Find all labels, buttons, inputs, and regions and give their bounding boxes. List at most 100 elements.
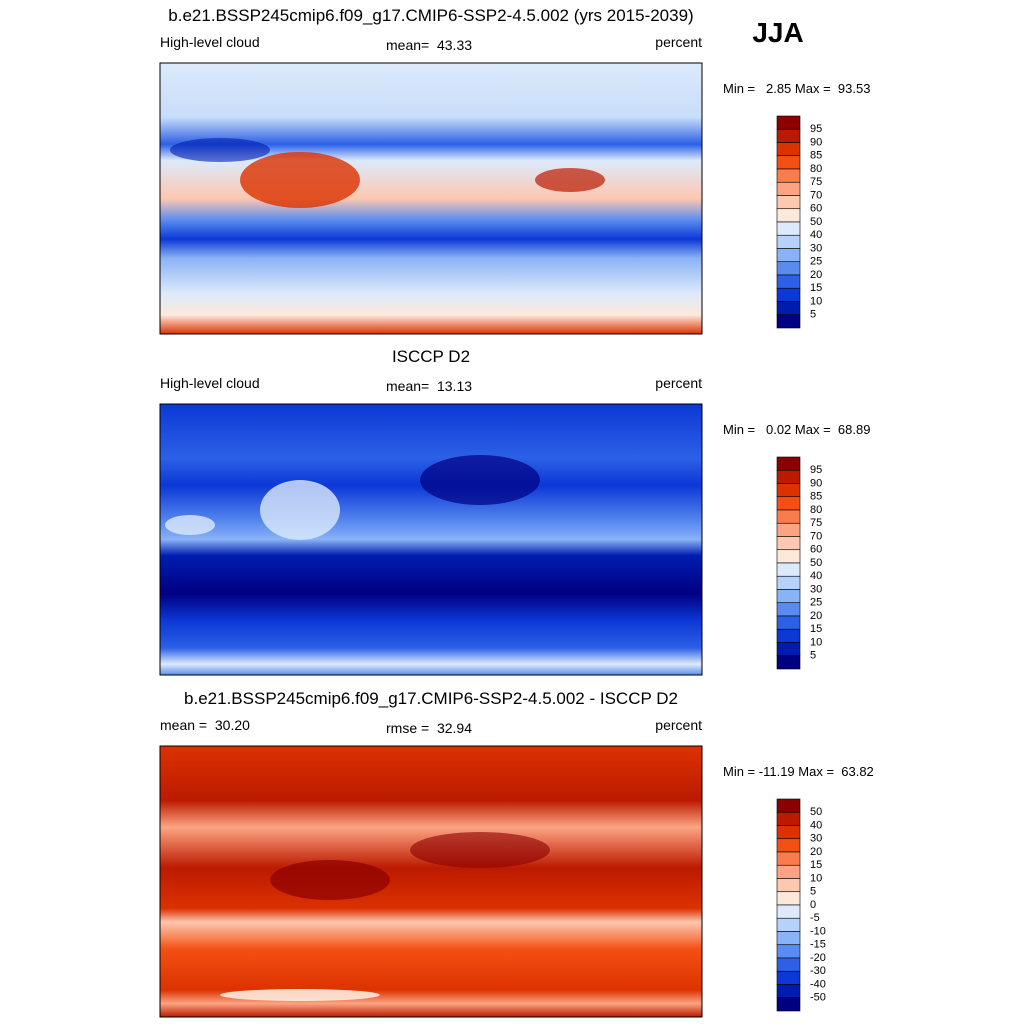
colorbar-label: 85 (810, 150, 822, 162)
map-feature (410, 832, 550, 868)
colorbar-label: 30 (810, 583, 822, 595)
colorbar-box (776, 904, 801, 919)
colorbar-box (776, 628, 801, 643)
colorbar-box (776, 825, 801, 840)
colorbar-box (776, 984, 801, 999)
colorbar-box (776, 655, 801, 670)
map-feature (165, 515, 215, 535)
colorbar-box (776, 798, 801, 813)
map-feature (270, 860, 390, 900)
colorbar-label: 50 (810, 557, 822, 569)
colorbar-box (776, 602, 801, 617)
colorbar-box (776, 287, 801, 302)
colorbar-label: 40 (810, 570, 822, 582)
panel-center-label: mean= 43.33 (386, 37, 472, 53)
map-feature (535, 168, 605, 192)
map-panel (159, 403, 703, 676)
colorbar-label: -20 (810, 952, 826, 964)
colorbar-box (776, 221, 801, 236)
colorbar-box (776, 314, 801, 329)
colorbar-label: 60 (810, 203, 822, 215)
colorbar-label: 95 (810, 464, 822, 476)
colorbar-label: 5 (810, 886, 816, 898)
colorbar-label: 15 (810, 282, 822, 294)
colorbar-box (776, 970, 801, 985)
colorbar-label: 90 (810, 477, 822, 489)
map-feature (170, 138, 270, 162)
map-feature (260, 480, 340, 540)
colorbar-box (776, 142, 801, 157)
map-panel (159, 745, 703, 1018)
min-max: Min = 0.02 Max = 68.89 (723, 422, 870, 437)
panel-units: percent (655, 34, 702, 50)
colorbar-label: 10 (810, 872, 822, 884)
colorbar-label: 30 (810, 833, 822, 845)
colorbar-box (776, 509, 801, 524)
colorbar-label: 60 (810, 544, 822, 556)
colorbar-label: 40 (810, 819, 822, 831)
colorbar-box (776, 536, 801, 551)
colorbar-label: 70 (810, 530, 822, 542)
colorbar-box (776, 864, 801, 879)
colorbar-box (776, 589, 801, 604)
panel-center-label: mean= 13.13 (386, 378, 472, 394)
panel-left-label: High-level cloud (160, 34, 260, 50)
colorbar-box (776, 195, 801, 210)
colorbar-label: 25 (810, 256, 822, 268)
colorbar-box (776, 155, 801, 170)
colorbar-label: 75 (810, 517, 822, 529)
colorbar-label: 25 (810, 597, 822, 609)
colorbar-label: -30 (810, 965, 826, 977)
panel-title: ISCCP D2 (392, 347, 470, 366)
panel-center-label: rmse = 32.94 (386, 720, 472, 736)
colorbar-box (776, 838, 801, 853)
colorbar-box (776, 878, 801, 893)
map-feature (240, 152, 360, 208)
colorbar-box (776, 234, 801, 249)
colorbar-box (776, 642, 801, 657)
colorbar-box (776, 811, 801, 826)
colorbar-box (776, 181, 801, 196)
colorbar-label: 50 (810, 806, 822, 818)
colorbar-label: 5 (810, 309, 816, 321)
colorbar-label: 70 (810, 189, 822, 201)
colorbar-label: -40 (810, 978, 826, 990)
colorbar-box (776, 931, 801, 946)
colorbar-label: 10 (810, 295, 822, 307)
colorbar-box (776, 301, 801, 316)
colorbar-box (776, 261, 801, 276)
colorbar-label: 80 (810, 504, 822, 516)
colorbar-box (776, 496, 801, 511)
colorbar-label: 5 (810, 650, 816, 662)
colorbar-label: -5 (810, 912, 820, 924)
colorbar-label: 10 (810, 636, 822, 648)
panel-title: b.e21.BSSP245cmip6.f09_g17.CMIP6-SSP2-4.… (168, 6, 693, 25)
map-field (159, 745, 703, 1018)
panel-left-label: High-level cloud (160, 375, 260, 391)
colorbar-label: 50 (810, 216, 822, 228)
colorbar-label: 20 (810, 269, 822, 281)
colorbar-label: 85 (810, 491, 822, 503)
colorbar-label: 20 (810, 610, 822, 622)
colorbar-box (776, 944, 801, 959)
colorbar-box (776, 575, 801, 590)
colorbar-box (776, 549, 801, 564)
colorbar-box (776, 891, 801, 906)
colorbar-label: 20 (810, 846, 822, 858)
colorbar-box (776, 997, 801, 1012)
colorbar-label: 0 (810, 899, 816, 911)
panel-units: percent (655, 375, 702, 391)
map-feature (220, 989, 380, 1001)
colorbar-label: 15 (810, 623, 822, 635)
colorbar-box (776, 562, 801, 577)
colorbar-box (776, 115, 801, 130)
colorbar-box (776, 957, 801, 972)
colorbar-label: 40 (810, 229, 822, 241)
colorbar-box (776, 168, 801, 183)
panel-title: b.e21.BSSP245cmip6.f09_g17.CMIP6-SSP2-4.… (184, 689, 678, 708)
colorbar-box (776, 917, 801, 932)
panel-left-label: mean = 30.20 (160, 717, 250, 733)
season: JJA (752, 17, 803, 48)
panel-units: percent (655, 717, 702, 733)
min-max: Min = -11.19 Max = 63.82 (723, 764, 874, 779)
